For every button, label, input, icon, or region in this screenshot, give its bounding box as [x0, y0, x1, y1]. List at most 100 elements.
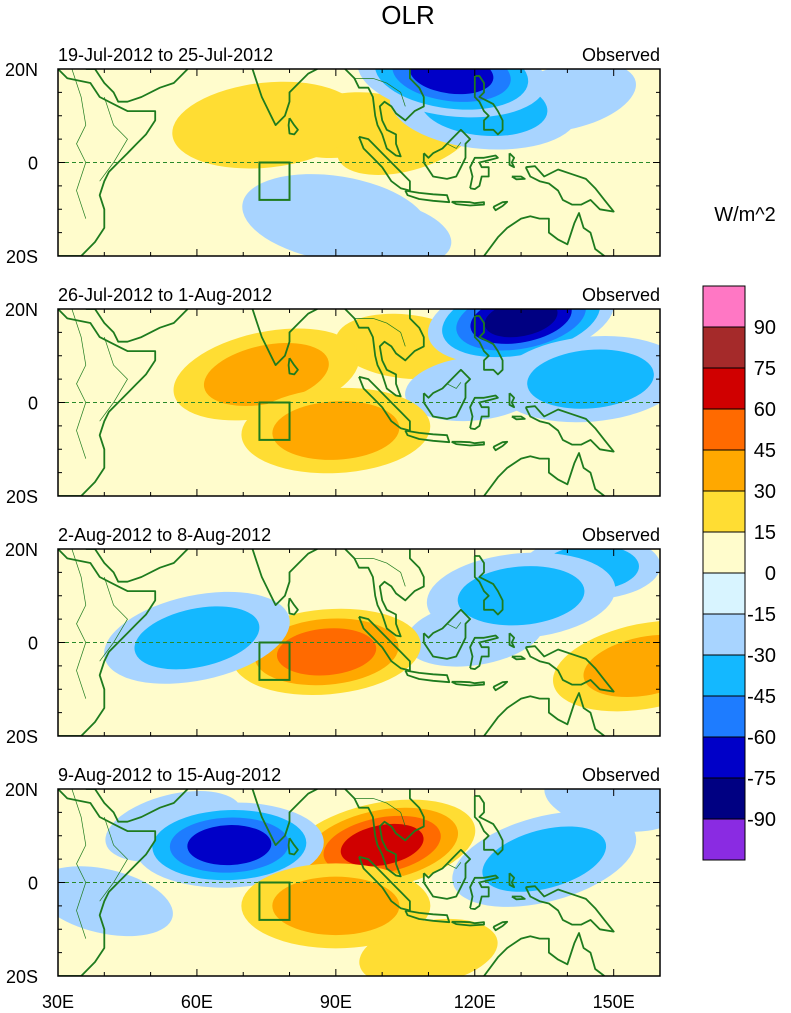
border-line: [99, 336, 128, 422]
border-line: [99, 96, 128, 182]
border-line: [354, 797, 406, 827]
anomaly-field: [104, 549, 660, 712]
indochina-coastline: [344, 549, 425, 638]
panel-observed-label: Observed: [582, 45, 660, 65]
country-borders: [71, 549, 462, 699]
map-panels: 20N 0 20S 19-Jul-2012 to 25-Jul-2012 Observe…: [5, 45, 661, 1012]
arabia-coastline: [85, 309, 189, 343]
colorbar-label: -30: [747, 645, 776, 667]
taiwan-coastline: [476, 46, 484, 60]
anomaly-contour-3: [484, 309, 558, 338]
borneo-coastline: [422, 368, 472, 420]
panel-date-range: 9-Aug-2012 to 15-Aug-2012: [58, 765, 281, 785]
colorbar-swatch: [702, 777, 746, 820]
colorbar-swatch: [702, 736, 746, 779]
arabia-coastline: [85, 69, 189, 103]
panel-observed-label: Observed: [582, 285, 660, 305]
anomaly-field: [173, 309, 660, 474]
africa-coastline: [58, 69, 157, 256]
map-panel-1: 20N 0 20S 19-Jul-2012 to 25-Jul-2012 Observe…: [5, 45, 661, 267]
timor-coastline: [492, 440, 509, 452]
sumatra-coastline: [358, 855, 411, 912]
y-tick-label: 20N: [5, 300, 38, 320]
colorbar-swatch: [702, 408, 746, 451]
y-tick-label: 20N: [5, 780, 38, 800]
y-tick-label: 0: [28, 394, 38, 414]
anomaly-contour-3: [272, 876, 400, 936]
colorbar-label: -90: [747, 809, 776, 831]
study-region-box: [258, 641, 291, 681]
border-line: [354, 557, 406, 587]
srilanka-coastline: [287, 837, 299, 856]
country-borders: [71, 309, 462, 459]
colorbar-label: -45: [747, 686, 776, 708]
colorbar-swatch: [702, 654, 746, 697]
map-panel-2: 20N 0 20S 26-Jul-2012 to 1-Aug-2012 Observed: [5, 285, 661, 507]
australia-coastline: [483, 932, 605, 976]
anomaly-contour-3: [409, 69, 494, 95]
x-tick-label: 90E: [320, 992, 352, 1012]
philippines-coastline: [473, 795, 504, 856]
panel-date-range: 19-Jul-2012 to 25-Jul-2012: [58, 45, 273, 65]
border-line: [446, 142, 462, 149]
anomaly-contour-4: [527, 349, 654, 409]
y-tick-label: 0: [28, 874, 38, 894]
java-coastline: [404, 429, 451, 444]
colorbar-swatch: [702, 285, 746, 328]
colorbar-swatch: [702, 531, 746, 574]
colorbar-label: 90: [754, 317, 776, 339]
border-line: [99, 816, 128, 902]
java-coastline: [404, 669, 451, 684]
coastlines: [58, 766, 615, 976]
y-tick-label: 20N: [5, 60, 38, 80]
java-coastline: [404, 189, 451, 204]
sumatra-coastline: [358, 615, 411, 672]
colorbar-label: 75: [754, 358, 776, 380]
figure-title: OLR: [381, 0, 434, 30]
australia-coastline: [483, 692, 605, 736]
sumatra-coastline: [358, 135, 411, 192]
x-tick-label: 60E: [181, 992, 213, 1012]
border-line: [446, 382, 462, 389]
taiwan-coastline: [476, 766, 484, 780]
australia-coastline: [483, 452, 605, 496]
border-line: [71, 549, 87, 699]
colorbar-label: 0: [765, 563, 776, 585]
x-axis-labels: 30E 60E 90E 120E 150E: [42, 992, 635, 1012]
colorbar-swatch: [702, 695, 746, 738]
seram-coastline: [511, 655, 526, 661]
seram-coastline: [511, 175, 526, 181]
coastlines: [58, 46, 615, 256]
philippines-coastline: [473, 75, 504, 136]
australia-coastline: [483, 212, 605, 256]
indochina-coastline: [344, 69, 425, 158]
india-coastline: [234, 309, 318, 367]
taiwan-coastline: [476, 286, 484, 300]
panel-date-range: 26-Jul-2012 to 1-Aug-2012: [58, 285, 272, 305]
study-region-box: [258, 401, 291, 441]
timor-coastline: [492, 920, 509, 932]
y-tick-label: 0: [28, 634, 38, 654]
borneo-coastline: [422, 848, 472, 900]
lesser-sunda-coastline: [451, 200, 485, 207]
y-tick-label: 20S: [6, 487, 38, 507]
colorbar-label: -75: [747, 768, 776, 790]
anomaly-contour-1: [340, 823, 424, 867]
lesser-sunda-coastline: [451, 920, 485, 927]
colorbar-swatch: [702, 818, 746, 861]
africa-coastline: [58, 789, 157, 976]
africa-coastline: [58, 309, 157, 496]
newguinea-coastline: [524, 405, 615, 453]
timor-coastline: [492, 200, 509, 212]
sumatra-coastline: [358, 375, 411, 432]
lesser-sunda-coastline: [451, 440, 485, 447]
map-panel-4: 20N 0 20S 9-Aug-2012 to 15-Aug-2012 Observed: [5, 765, 661, 987]
colorbar-swatch: [702, 613, 746, 656]
newguinea-coastline: [524, 885, 615, 933]
anomaly-field: [172, 69, 636, 256]
colorbar: 90 75 60 45 30 15 0 -15 -30 -45 -60 -75 -90: [702, 285, 776, 861]
taiwan-coastline: [476, 526, 484, 540]
x-tick-label: 120E: [454, 992, 496, 1012]
anomaly-contour-2: [187, 825, 272, 866]
borneo-coastline: [422, 608, 472, 660]
